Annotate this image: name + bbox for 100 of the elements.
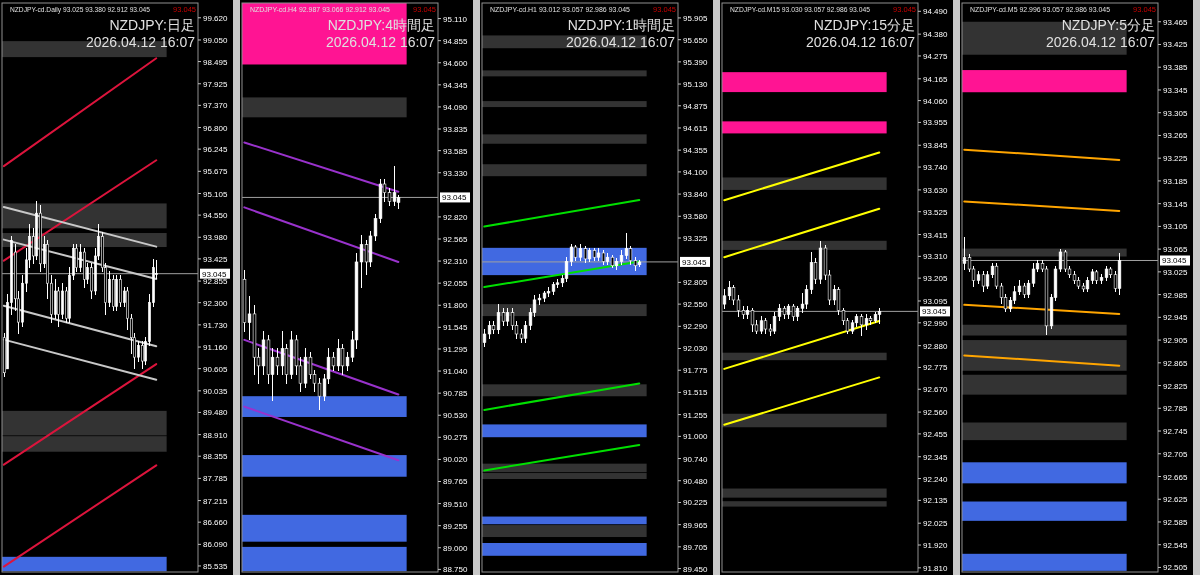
y-tick-label: 92.945 <box>1163 313 1189 323</box>
y-tick-label: 94.090 <box>443 102 469 112</box>
y-tick-label: 98.495 <box>203 57 229 67</box>
candlestick <box>61 282 64 319</box>
candlestick <box>727 280 732 301</box>
y-tick-label: 93.145 <box>1163 199 1189 209</box>
y-tick-label: 92.310 <box>443 257 469 267</box>
y-tick-label: 95.905 <box>683 13 709 23</box>
y-tick-label: 99.620 <box>203 13 229 23</box>
y-tick-label: 92.705 <box>1163 449 1189 459</box>
y-tick-label: 93.740 <box>923 163 949 173</box>
y-tick-label: 91.730 <box>203 320 229 330</box>
y-tick-label: 88.750 <box>443 565 469 575</box>
text: 2026.04.12 16:07 <box>806 34 916 50</box>
y-tick-label: 93.305 <box>1163 108 1189 118</box>
y-tick-label: 92.865 <box>1163 358 1189 368</box>
y-tick-label: 95.675 <box>203 167 229 177</box>
y-tick-label: 96.245 <box>203 145 229 155</box>
y-tick-label: 93.265 <box>1163 131 1189 141</box>
y-tick-label: 91.920 <box>923 541 949 550</box>
y-tick-label: 93.225 <box>1163 154 1189 164</box>
y-tick-label: 92.240 <box>923 474 949 484</box>
y-tick-label: 91.040 <box>443 367 469 377</box>
y-tick-label: 92.055 <box>443 279 469 289</box>
y-tick-label: 89.965 <box>683 520 709 530</box>
y-tick-label: 93.185 <box>1163 176 1189 186</box>
y-tick-label: 86.660 <box>203 518 229 528</box>
y-tick-label: 90.275 <box>443 433 469 443</box>
y-tick-label: 89.765 <box>443 477 469 487</box>
y-tick-label: 91.295 <box>443 344 469 354</box>
y-tick-label: 90.035 <box>203 386 229 396</box>
y-tick-label: 92.625 <box>1163 495 1189 505</box>
candlestick <box>75 243 78 273</box>
y-tick-label: 90.530 <box>443 411 469 421</box>
ref-line-label: 93.045 <box>442 193 468 203</box>
y-tick-label: 92.775 <box>923 363 949 373</box>
y-tick-label: 92.025 <box>923 519 949 529</box>
y-tick-label: 89.705 <box>683 542 709 552</box>
ref-line-label: 93.045 <box>922 307 948 317</box>
y-tick-label: 91.255 <box>683 410 709 420</box>
y-tick-label: 92.985 <box>1163 290 1189 300</box>
y-tick-label: 94.550 <box>203 211 229 221</box>
y-tick-label: 93.425 <box>1163 40 1189 50</box>
y-tick-label: 87.215 <box>203 496 229 506</box>
y-tick-label: 92.455 <box>923 429 949 439</box>
y-tick-label: 94.060 <box>923 96 949 106</box>
y-tick-label: 91.515 <box>683 388 709 398</box>
y-tick-label: 93.525 <box>923 207 949 217</box>
y-tick-label: 95.110 <box>443 14 468 24</box>
y-tick-label: 91.545 <box>443 323 469 333</box>
ref-line-label: 93.045 <box>682 257 708 267</box>
text: NZDJPY:日足 <box>109 17 195 33</box>
y-tick-label: 86.090 <box>203 540 229 550</box>
y-tick-label: 92.670 <box>923 385 949 395</box>
y-tick-label: 90.225 <box>683 498 709 508</box>
y-tick-label: 91.810 <box>923 563 949 573</box>
y-tick-label: 94.100 <box>683 167 709 177</box>
text: NZDJPY:15分足 <box>813 17 915 33</box>
y-tick-label: 95.390 <box>683 57 709 67</box>
y-tick-label: 93.345 <box>1163 85 1189 95</box>
y-tick-label: 96.800 <box>203 123 229 133</box>
ref-line-label: 93.045 <box>202 269 228 279</box>
y-tick-label: 93.585 <box>443 146 469 156</box>
y-tick-label: 94.855 <box>443 36 469 46</box>
y-tick-label: 85.535 <box>203 561 229 571</box>
y-tick-label: 95.130 <box>683 80 709 90</box>
y-tick-label: 92.820 <box>443 212 469 222</box>
candlestick <box>108 271 111 308</box>
y-tick-label: 93.065 <box>1163 245 1189 255</box>
y-tick-label: 92.855 <box>203 277 229 287</box>
y-tick-label: 92.135 <box>923 496 949 506</box>
text: 2026.04.12 16:07 <box>1046 34 1156 50</box>
y-tick-label: 92.300 <box>203 298 229 308</box>
y-tick-label: 93.310 <box>923 252 949 262</box>
y-tick-label: 93.415 <box>923 230 949 240</box>
y-tick-label: 93.105 <box>1163 222 1189 232</box>
y-tick-label: 92.805 <box>683 278 709 288</box>
y-tick-label: 92.550 <box>683 300 709 310</box>
y-tick-label: 90.605 <box>203 364 229 374</box>
y-tick-label: 92.585 <box>1163 517 1189 527</box>
y-tick-label: 92.905 <box>1163 336 1189 346</box>
text: NZDJPY:5分足 <box>1061 17 1155 33</box>
y-tick-label: 93.325 <box>683 234 709 244</box>
y-tick-label: 93.205 <box>923 274 949 284</box>
y-tick-label: 89.480 <box>203 408 229 418</box>
y-tick-label: 92.990 <box>923 318 949 328</box>
y-tick-label: 92.880 <box>923 341 949 351</box>
y-tick-label: 93.465 <box>1163 17 1189 27</box>
y-tick-label: 88.910 <box>203 430 229 440</box>
y-tick-label: 94.345 <box>443 80 469 90</box>
y-tick-label: 90.785 <box>443 389 469 399</box>
y-tick-label: 93.835 <box>443 125 469 135</box>
y-tick-label: 92.745 <box>1163 427 1189 437</box>
y-tick-label: 93.840 <box>683 190 709 200</box>
y-tick-label: 93.425 <box>203 254 229 264</box>
y-tick-label: 97.925 <box>203 79 229 89</box>
y-tick-label: 97.370 <box>203 101 229 111</box>
y-tick-label: 93.025 <box>1163 267 1189 277</box>
y-tick-label: 93.095 <box>923 297 949 306</box>
y-tick-label: 94.875 <box>683 101 709 111</box>
